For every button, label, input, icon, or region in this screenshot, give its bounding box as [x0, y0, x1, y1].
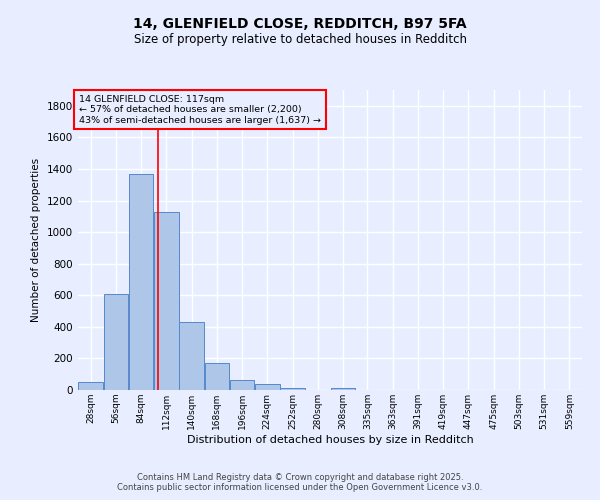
Bar	[154, 212, 179, 390]
X-axis label: Distribution of detached houses by size in Redditch: Distribution of detached houses by size …	[187, 434, 473, 444]
Text: 14, GLENFIELD CLOSE, REDDITCH, B97 5FA: 14, GLENFIELD CLOSE, REDDITCH, B97 5FA	[133, 18, 467, 32]
Bar	[104, 294, 128, 390]
Y-axis label: Number of detached properties: Number of detached properties	[31, 158, 41, 322]
Bar	[79, 382, 103, 390]
Text: Contains HM Land Registry data © Crown copyright and database right 2025.
Contai: Contains HM Land Registry data © Crown c…	[118, 473, 482, 492]
Bar	[205, 363, 229, 390]
Bar	[179, 322, 204, 390]
Bar	[230, 380, 254, 390]
Bar	[255, 384, 280, 390]
Bar	[129, 174, 154, 390]
Bar	[331, 388, 355, 390]
Text: 14 GLENFIELD CLOSE: 117sqm
← 57% of detached houses are smaller (2,200)
43% of s: 14 GLENFIELD CLOSE: 117sqm ← 57% of deta…	[79, 94, 321, 124]
Bar	[280, 388, 305, 390]
Text: Size of property relative to detached houses in Redditch: Size of property relative to detached ho…	[133, 32, 467, 46]
